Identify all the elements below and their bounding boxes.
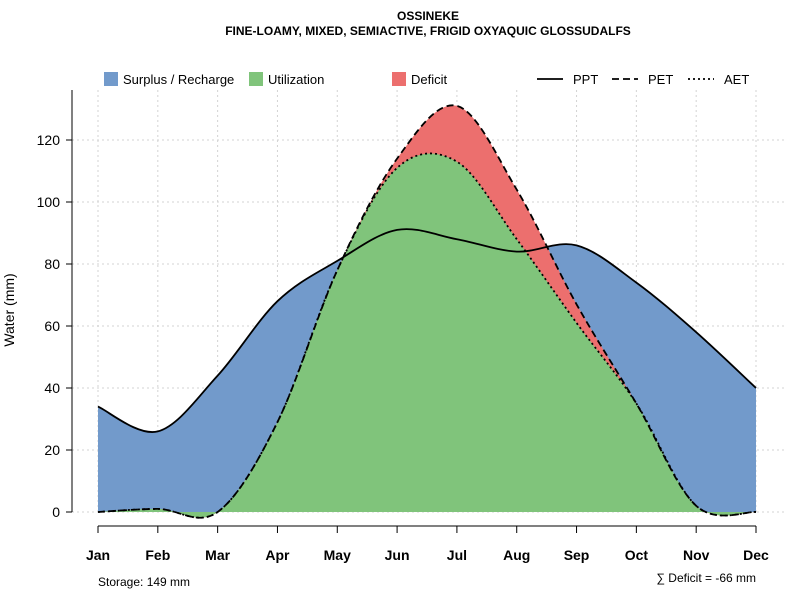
y-tick-label-100: 100 <box>37 194 61 210</box>
legend-label-deficit: Deficit <box>411 72 448 87</box>
legend-label-utilization: Utilization <box>268 72 324 87</box>
y-tick-label-40: 40 <box>44 380 60 396</box>
x-tick-label-nov: Nov <box>683 547 710 563</box>
x-tick-label-apr: Apr <box>265 547 290 563</box>
legend-label-ppt: PPT <box>573 72 598 87</box>
x-tick-label-mar: Mar <box>205 547 230 563</box>
x-tick-label-oct: Oct <box>625 547 649 563</box>
legend-swatch-deficit <box>392 72 406 86</box>
storage-annotation: Storage: 149 mm <box>98 575 190 589</box>
series-lines <box>97 104 757 519</box>
legend-label-aet: AET <box>724 72 749 87</box>
pet-line <box>97 104 757 519</box>
chart-subtitle: FINE-LOAMY, MIXED, SEMIACTIVE, FRIGID OX… <box>225 24 631 38</box>
x-tick-label-jun: Jun <box>385 547 410 563</box>
legend-swatch-surplus <box>104 72 118 86</box>
x-tick-label-jan: Jan <box>86 547 110 563</box>
deficit-annotation: ∑ Deficit = -66 mm <box>656 571 756 585</box>
ppt-line <box>97 228 757 433</box>
aet-line <box>97 152 757 519</box>
axes <box>71 90 756 527</box>
x-tick-label-aug: Aug <box>503 547 530 563</box>
utilization-area <box>98 153 756 518</box>
x-axis-ticks: Jan Feb Mar Apr May Jun Jul Aug Sep Oct Nov Dec <box>86 526 769 563</box>
area-layer <box>98 105 756 518</box>
y-tick-label-80: 80 <box>44 256 60 272</box>
x-tick-label-dec: Dec <box>743 547 769 563</box>
y-axis-title: Water (mm) <box>1 273 17 346</box>
x-tick-label-may: May <box>324 547 351 563</box>
y-tick-label-20: 20 <box>44 442 60 458</box>
x-tick-label-jul: Jul <box>447 547 467 563</box>
legend: Surplus / Recharge Utilization Deficit P… <box>104 72 749 87</box>
x-tick-label-sep: Sep <box>564 547 590 563</box>
y-tick-label-120: 120 <box>37 132 61 148</box>
y-tick-label-60: 60 <box>44 318 60 334</box>
chart-title: OSSINEKE <box>397 9 459 23</box>
legend-swatch-utilization <box>249 72 263 86</box>
legend-label-pet: PET <box>648 72 673 87</box>
x-tick-label-feb: Feb <box>145 547 170 563</box>
legend-label-surplus: Surplus / Recharge <box>123 72 234 87</box>
y-axis-ticks: 0 20 40 60 80 100 120 <box>37 132 72 520</box>
y-tick-label-0: 0 <box>52 504 60 520</box>
